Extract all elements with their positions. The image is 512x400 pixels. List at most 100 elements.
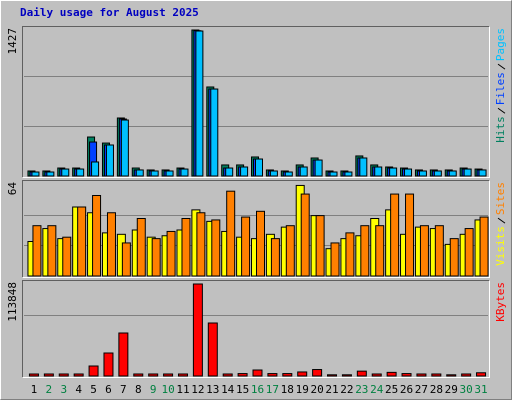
bar <box>329 171 338 177</box>
bar <box>210 88 219 177</box>
y-tick-label: 113848 <box>6 282 19 322</box>
x-tick-label: 12 <box>191 383 204 396</box>
bar <box>434 225 444 277</box>
legend-entry: Files <box>494 72 507 105</box>
x-tick-label: 13 <box>206 383 219 396</box>
chart-title: Daily usage for August 2025 <box>20 6 199 19</box>
legend-entry: Sites <box>494 182 507 215</box>
bar <box>225 167 234 177</box>
bar <box>359 157 368 177</box>
bar <box>461 373 472 377</box>
bar <box>446 374 457 377</box>
bar <box>136 218 146 277</box>
x-tick-label: 9 <box>150 383 157 396</box>
bar <box>103 352 114 377</box>
bar <box>356 370 367 377</box>
bar <box>163 373 174 377</box>
bar <box>211 219 221 277</box>
bar <box>463 168 472 177</box>
bar <box>106 212 116 277</box>
bar <box>345 232 355 277</box>
x-tick-label: 5 <box>90 383 97 396</box>
bar <box>76 168 85 177</box>
bar <box>300 193 310 277</box>
legend-separator <box>497 217 506 224</box>
bar <box>31 171 40 177</box>
bar <box>401 373 412 377</box>
x-tick-label: 26 <box>400 383 413 396</box>
bar <box>312 369 323 377</box>
panel-bevel <box>22 180 490 278</box>
bar <box>196 212 206 277</box>
bar <box>166 230 176 277</box>
bar <box>92 195 102 277</box>
bar <box>207 322 218 377</box>
bar <box>58 373 69 377</box>
x-tick-label: 29 <box>445 383 458 396</box>
bar <box>341 374 352 377</box>
x-tick-label: 6 <box>105 383 112 396</box>
bar <box>269 170 278 177</box>
bar <box>148 373 159 377</box>
bar <box>285 225 295 277</box>
bar <box>165 170 174 177</box>
bar <box>404 168 413 177</box>
x-tick-label: 1 <box>31 383 38 396</box>
bar <box>431 373 442 377</box>
bar <box>270 238 280 277</box>
bar <box>88 365 99 377</box>
panel-bevel <box>22 280 490 378</box>
bar <box>371 373 382 377</box>
bar <box>91 161 100 177</box>
bar <box>416 373 427 377</box>
bar <box>252 369 263 377</box>
panel <box>22 280 490 378</box>
bar <box>389 167 398 177</box>
bar <box>344 171 353 177</box>
bar <box>284 171 293 177</box>
x-tick-label: 3 <box>60 383 67 396</box>
x-tick-label: 30 <box>460 383 473 396</box>
bar <box>151 238 161 277</box>
x-tick-label: 11 <box>176 383 189 396</box>
x-tick-label: 4 <box>75 383 82 396</box>
bar <box>390 193 400 277</box>
bar <box>222 373 233 377</box>
bar <box>449 238 459 277</box>
panel-bevel <box>22 26 490 178</box>
bar <box>118 332 129 377</box>
bar <box>479 216 489 277</box>
bar <box>255 158 263 177</box>
bar <box>360 225 370 277</box>
legend-entry: Hits <box>494 116 507 143</box>
bar <box>405 193 415 277</box>
bar <box>77 206 87 277</box>
bar <box>386 371 397 377</box>
bar <box>46 171 55 177</box>
bar <box>133 373 144 377</box>
bar <box>120 119 129 177</box>
x-tick-label: 23 <box>355 383 368 396</box>
x-tick-label: 22 <box>340 383 353 396</box>
x-tick-label: 8 <box>135 383 142 396</box>
bar <box>177 373 188 377</box>
bar <box>419 225 429 277</box>
panel-bevel <box>22 26 490 178</box>
x-tick-label: 2 <box>46 383 53 396</box>
bar <box>192 283 203 377</box>
x-tick-label: 17 <box>266 383 279 396</box>
x-tick-label: 28 <box>430 383 443 396</box>
x-tick-label: 18 <box>281 383 294 396</box>
x-tick-label: 25 <box>385 383 398 396</box>
y-tick-label: 1427 <box>6 28 19 55</box>
x-tick-label: 27 <box>415 383 428 396</box>
legend-separator <box>497 107 506 114</box>
bar <box>43 373 54 377</box>
bar <box>299 166 308 177</box>
bar <box>105 144 114 177</box>
bar <box>226 190 236 277</box>
bar <box>237 373 248 377</box>
legend-separator <box>497 63 506 70</box>
